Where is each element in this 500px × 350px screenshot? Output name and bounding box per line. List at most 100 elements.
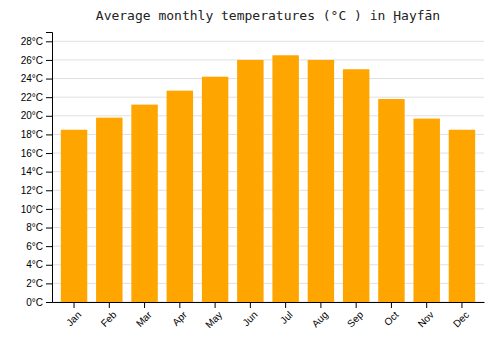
x-axis: Jan Feb Mar Apr May Jun Jul Aug Sep Oct Nov Dec — [53, 302, 485, 330]
x-tick-label: Sep — [345, 309, 366, 330]
x-tick: Aug — [310, 302, 330, 329]
x-tick: May — [203, 302, 224, 330]
x-tick-mark — [461, 302, 462, 308]
x-tick-label: Nov — [416, 309, 436, 329]
bar — [202, 77, 228, 302]
x-tick-mark — [215, 302, 216, 308]
y-tick: 18°C — [21, 129, 52, 140]
y-tick-label: 24°C — [21, 73, 43, 84]
x-tick: Jul — [278, 302, 295, 326]
y-tick-mark — [46, 228, 52, 229]
y-tick: 14°C — [21, 166, 52, 177]
y-tick-mark — [46, 97, 52, 98]
x-tick-label: May — [203, 309, 224, 330]
bar — [272, 55, 298, 302]
grid-line — [52, 97, 484, 98]
grid — [52, 41, 484, 302]
y-tick-mark — [46, 283, 52, 284]
x-tick-label: Feb — [99, 309, 119, 329]
x-tick-label: Mar — [134, 309, 154, 329]
x-tick-mark — [426, 302, 427, 308]
x-tick: Oct — [382, 302, 401, 328]
chart: 0°C 2°C 4°C 6°C 8°C 10°C 12°C 14°C 16°C 18°C 20°C 2… — [0, 0, 500, 350]
y-tick-mark — [46, 60, 52, 61]
x-tick-label: Aug — [310, 309, 330, 329]
x-tick: Feb — [99, 302, 119, 329]
bar — [96, 118, 122, 302]
y-tick-label: 14°C — [21, 166, 43, 177]
y-tick: 8°C — [26, 222, 52, 233]
bar — [61, 130, 87, 302]
grid-line — [52, 59, 484, 60]
y-tick-mark — [46, 265, 52, 266]
y-tick-label: 0°C — [26, 297, 43, 308]
y-tick-mark — [46, 116, 52, 117]
x-tick-mark — [285, 302, 286, 308]
y-tick-mark — [46, 41, 52, 42]
y-axis: 0°C 2°C 4°C 6°C 8°C 10°C 12°C 14°C 16°C 18°C 20°C 2… — [21, 33, 53, 308]
x-tick-mark — [109, 302, 110, 308]
x-tick-mark — [391, 302, 392, 308]
bar — [449, 130, 475, 302]
y-tick-label: 20°C — [21, 110, 43, 121]
y-tick-mark — [46, 246, 52, 247]
y-tick-mark — [46, 172, 52, 173]
x-tick-mark — [144, 302, 145, 308]
y-tick-mark — [46, 209, 52, 210]
y-tick: 12°C — [21, 185, 52, 196]
bar — [308, 60, 334, 302]
y-tick-label: 12°C — [21, 185, 43, 196]
y-tick: 22°C — [21, 92, 52, 103]
bar — [378, 99, 404, 302]
x-tick: Jun — [240, 302, 259, 328]
title: Average monthly temperatures (°C ) in Ḩa… — [96, 8, 440, 23]
x-tick-mark — [250, 302, 251, 308]
y-tick-mark — [46, 302, 52, 303]
y-tick: 2°C — [26, 278, 52, 289]
bar — [131, 105, 157, 302]
y-axis-line — [46, 33, 53, 303]
bar — [343, 69, 369, 302]
x-tick-mark — [356, 302, 357, 308]
y-tick-label: 22°C — [21, 92, 43, 103]
bars — [61, 55, 475, 302]
y-tick: 24°C — [21, 73, 52, 84]
x-tick-label: Jul — [278, 309, 295, 326]
y-tick-label: 6°C — [26, 241, 43, 252]
bar — [237, 60, 263, 302]
bar — [167, 91, 193, 302]
y-tick-label: 4°C — [26, 259, 43, 270]
x-tick: Mar — [134, 302, 154, 329]
x-tick-mark — [320, 302, 321, 308]
y-tick-mark — [46, 190, 52, 191]
y-tick-label: 2°C — [26, 278, 43, 289]
x-tick: Sep — [345, 302, 366, 329]
y-tick: 4°C — [26, 259, 52, 270]
x-tick-mark — [74, 302, 75, 308]
y-tick-label: 8°C — [26, 222, 43, 233]
y-tick: 6°C — [26, 241, 52, 252]
x-tick: Dec — [451, 302, 471, 329]
x-tick-label: Oct — [382, 309, 401, 328]
x-tick-label: Jan — [64, 309, 83, 328]
y-tick-mark — [46, 134, 52, 135]
x-axis-line — [53, 302, 485, 303]
grid-line — [52, 41, 484, 42]
x-tick-label: Jun — [240, 309, 259, 328]
y-tick-label: 18°C — [21, 129, 43, 140]
y-tick-mark — [46, 79, 52, 80]
y-tick-label: 10°C — [21, 204, 43, 215]
y-tick-label: 16°C — [21, 148, 43, 159]
x-tick-mark — [179, 302, 180, 308]
y-tick: 0°C — [26, 297, 52, 308]
y-tick-label: 26°C — [21, 55, 43, 66]
x-tick: Jan — [64, 302, 83, 328]
y-tick: 26°C — [21, 55, 52, 66]
y-tick: 28°C — [21, 36, 52, 47]
y-tick-mark — [46, 153, 52, 154]
x-tick-label: Dec — [451, 309, 471, 329]
x-tick-label: Apr — [170, 309, 189, 328]
y-tick: 10°C — [21, 204, 52, 215]
x-tick: Nov — [416, 302, 436, 329]
x-tick: Apr — [170, 302, 189, 328]
